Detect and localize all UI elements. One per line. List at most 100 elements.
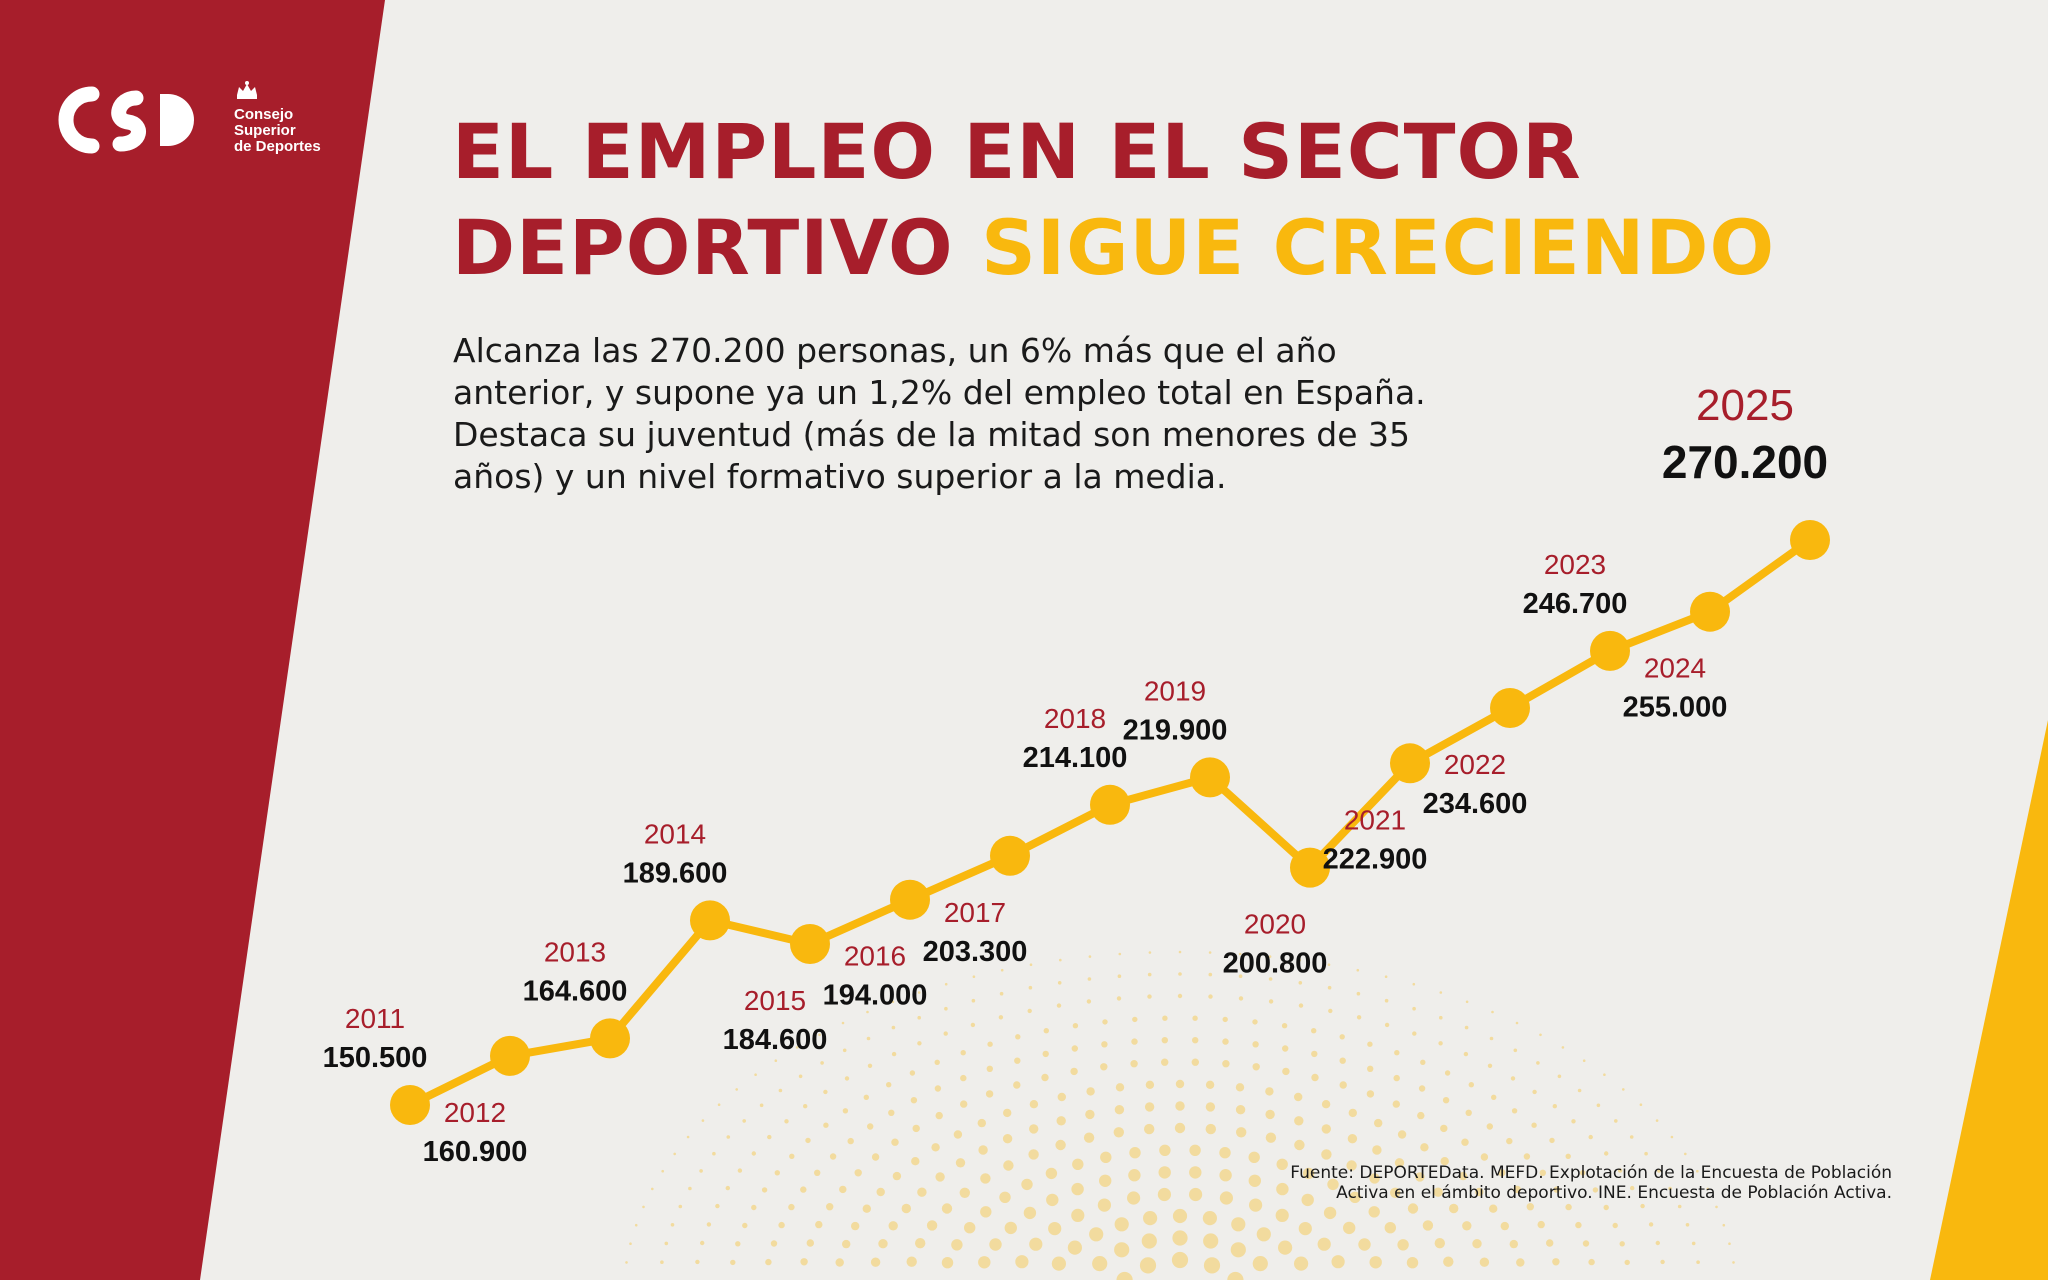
decor-dot [1668, 1186, 1672, 1191]
decor-dot [1321, 1124, 1332, 1134]
decor-dot [1100, 1151, 1112, 1164]
value-label: 164.600 [523, 975, 628, 1007]
decor-dot [1327, 985, 1332, 990]
decor-dot [1546, 1239, 1554, 1247]
year-label: 2024 [1644, 653, 1706, 684]
decor-dot [866, 1010, 869, 1014]
decor-dot [1394, 1050, 1400, 1056]
decor-dot [1015, 1255, 1029, 1269]
decor-dot [1128, 1169, 1141, 1182]
decor-dot [742, 1222, 748, 1229]
decor-dot [1327, 1178, 1339, 1191]
decor-dot [911, 1157, 920, 1166]
decor-dot [1415, 1172, 1425, 1182]
decor-dot [774, 1170, 780, 1176]
value-label: 222.900 [1323, 843, 1428, 875]
decor-dot [1440, 1124, 1448, 1133]
decor-dot [1070, 1067, 1078, 1076]
decor-dot [1440, 1157, 1449, 1166]
logo-line-2: Superior [234, 122, 296, 139]
decor-dot [888, 1109, 895, 1117]
decor-dot [1100, 1063, 1108, 1071]
decor-dot [1268, 999, 1274, 1004]
decor-dot [1177, 993, 1183, 999]
decor-dot [1116, 1271, 1133, 1280]
decor-dot [661, 1169, 664, 1173]
decor-dot [754, 1073, 757, 1076]
value-label: 150.500 [323, 1042, 428, 1074]
decor-dot [867, 1123, 874, 1130]
decor-dot [761, 1187, 768, 1193]
decor-dot [971, 998, 976, 1003]
decor-dot [934, 1085, 942, 1092]
decor-dot [1339, 1057, 1346, 1064]
value-label: 184.600 [723, 1024, 828, 1056]
decor-dot [765, 1258, 772, 1266]
decor-dot [1057, 1092, 1067, 1102]
decor-dot [1311, 1028, 1317, 1034]
decor-dot [1532, 1089, 1537, 1095]
decor-dot [1003, 1108, 1012, 1118]
decor-dot [999, 1191, 1011, 1204]
decor-dot [1397, 1130, 1407, 1139]
decor-dot [1442, 1097, 1450, 1104]
decor-dot [1575, 1221, 1582, 1229]
year-label: 2019 [1144, 675, 1206, 706]
decor-dot [985, 1090, 994, 1098]
decor-dot [1491, 1010, 1494, 1014]
decor-dot [917, 1041, 922, 1046]
decor-dot [1071, 1208, 1085, 1222]
decor-dot [1265, 1087, 1274, 1096]
decor-dot [1461, 1138, 1469, 1146]
decor-dot [814, 1169, 821, 1177]
decor-dot [1358, 1238, 1371, 1251]
decor-dot [1374, 1118, 1383, 1128]
decor-dot [688, 1186, 692, 1191]
decor-dot [829, 1153, 837, 1160]
decor-dot [1265, 1132, 1277, 1143]
decor-dot [1302, 1167, 1315, 1180]
decor-dot [953, 1130, 963, 1139]
decor-dot [1553, 1186, 1560, 1193]
data-point-2019 [1190, 757, 1230, 798]
year-label: 2022 [1444, 749, 1506, 780]
decor-dot [977, 1118, 986, 1128]
decor-dot [1086, 1087, 1095, 1096]
decor-dot [1282, 1067, 1290, 1076]
decor-dot [699, 1169, 703, 1173]
decor-dot [1390, 1187, 1401, 1199]
decor-dot [1148, 951, 1152, 954]
decor-dot [1294, 1139, 1305, 1151]
decor-dot [1557, 1074, 1562, 1079]
decor-dot [1298, 981, 1303, 985]
decor-dot [1161, 1058, 1169, 1066]
decor-dot [800, 1258, 808, 1266]
value-label: 219.900 [1123, 714, 1228, 746]
decor-dot [1089, 1227, 1104, 1242]
decor-dot [851, 1221, 860, 1231]
decor-dot [871, 1153, 880, 1161]
decor-dot [1028, 985, 1033, 990]
decor-dot [1486, 1123, 1494, 1130]
decor-dot [1722, 1223, 1726, 1227]
decor-dot [742, 1119, 746, 1123]
decor-dot [1097, 1198, 1111, 1212]
decor-dot [1249, 1198, 1263, 1212]
decor-dot [700, 1240, 705, 1246]
red-band [0, 0, 385, 1280]
decor-dot [686, 1135, 690, 1139]
decor-dot [835, 1258, 844, 1267]
decor-dot [1412, 982, 1416, 986]
decor-dot [695, 1259, 700, 1265]
decor-dot [1086, 999, 1092, 1004]
decor-dot [1222, 1038, 1229, 1045]
description-line-1: Alcanza las 270.200 personas, un 6% más … [453, 331, 1337, 370]
decor-dot [706, 1222, 712, 1227]
decor-dot [844, 1076, 850, 1081]
decor-dot [1670, 1135, 1674, 1139]
decor-dot [1042, 1050, 1049, 1058]
data-point-2023 [1590, 630, 1630, 671]
decor-dot [980, 1206, 992, 1218]
decor-dot [1604, 1151, 1609, 1156]
decor-dot [1523, 1153, 1531, 1160]
